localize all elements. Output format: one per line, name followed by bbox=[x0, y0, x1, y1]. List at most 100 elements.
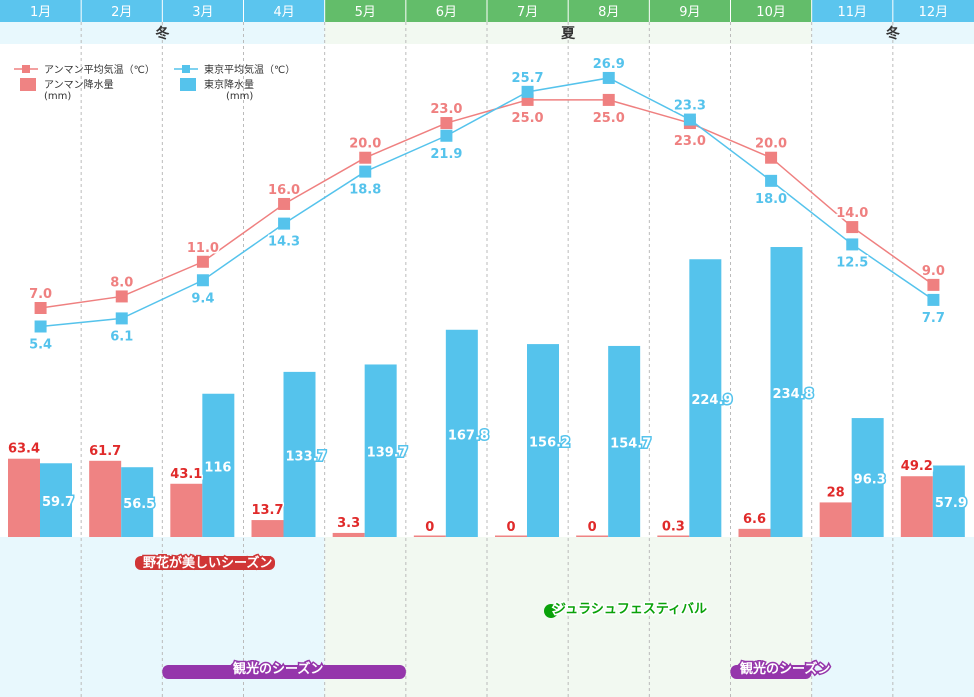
bar-label-tokyo: 156.2 bbox=[529, 436, 570, 451]
temp-point bbox=[115, 312, 128, 325]
bar-tokyo bbox=[40, 463, 72, 537]
month-header: 1月 bbox=[30, 5, 51, 20]
month-header: 6月 bbox=[436, 5, 457, 20]
bar-label-tokyo: 96.3 bbox=[854, 473, 886, 488]
temp-point bbox=[846, 238, 859, 251]
temp-label: 18.0 bbox=[755, 192, 787, 207]
temp-label: 23.0 bbox=[430, 102, 462, 117]
bar-tokyo bbox=[364, 364, 397, 537]
bar-anman bbox=[8, 458, 40, 537]
event-bar bbox=[730, 665, 812, 679]
legend-marker bbox=[182, 65, 190, 73]
legend-unit: (mm) bbox=[226, 91, 253, 102]
plot-area bbox=[0, 44, 974, 537]
bar-anman bbox=[251, 520, 284, 537]
month-header-bg bbox=[0, 0, 82, 22]
month-header-bg bbox=[324, 0, 406, 22]
bar-tokyo bbox=[689, 259, 722, 537]
temp-label: 20.0 bbox=[349, 137, 381, 152]
season-label: 夏 bbox=[561, 25, 576, 42]
legend-label: 東京平均気温（℃） bbox=[204, 63, 295, 76]
month-header-bg bbox=[487, 0, 569, 22]
temp-label: 7.7 bbox=[922, 311, 945, 326]
bar-label-tokyo: 56.5 bbox=[123, 497, 155, 512]
temp-label: 14.0 bbox=[836, 206, 868, 221]
month-header-bg bbox=[243, 0, 325, 22]
month-header: 10月 bbox=[756, 5, 786, 20]
event-label: 観光のシーズン bbox=[739, 661, 830, 677]
month-header: 8月 bbox=[598, 5, 619, 20]
temp-label: 20.0 bbox=[755, 137, 787, 152]
temp-point bbox=[521, 85, 534, 98]
temp-point bbox=[34, 320, 47, 333]
temp-label: 25.0 bbox=[512, 111, 544, 126]
month-header: 7月 bbox=[517, 5, 538, 20]
bar-anman bbox=[900, 476, 933, 537]
bar-anman bbox=[332, 532, 365, 537]
legend-swatch bbox=[20, 78, 36, 91]
event-label: ジュラシュフェスティバル bbox=[553, 602, 707, 617]
temp-label: 25.0 bbox=[593, 111, 625, 126]
temp-line bbox=[40, 99, 934, 309]
temp-label: 5.4 bbox=[29, 337, 52, 352]
event-label: 観光のシーズン bbox=[232, 661, 323, 677]
bar-label-tokyo: 224.9 bbox=[691, 393, 732, 408]
month-header: 5月 bbox=[355, 5, 376, 20]
temp-point bbox=[278, 217, 291, 230]
legend-label: 東京降水量 bbox=[204, 78, 254, 91]
bar-label-tokyo: 167.8 bbox=[448, 428, 489, 443]
temp-point bbox=[440, 129, 453, 142]
bar-tokyo bbox=[608, 345, 641, 537]
temp-point bbox=[846, 221, 859, 234]
month-header: 2月 bbox=[111, 5, 132, 20]
month-header-bg bbox=[568, 0, 650, 22]
season-label: 冬 bbox=[886, 25, 900, 42]
temp-line bbox=[40, 77, 934, 328]
event-marker bbox=[544, 604, 558, 618]
temp-label: 9.4 bbox=[191, 291, 214, 306]
bar-tokyo bbox=[121, 467, 154, 537]
bar-label-anman: 28 bbox=[827, 485, 845, 500]
month-header-bg bbox=[162, 0, 244, 22]
temp-label: 7.0 bbox=[29, 287, 52, 302]
month-header: 12月 bbox=[919, 5, 949, 20]
temp-label: 6.1 bbox=[110, 329, 133, 344]
temp-point bbox=[34, 302, 47, 314]
temp-point bbox=[765, 174, 778, 187]
bar-tokyo bbox=[527, 344, 559, 537]
temp-point bbox=[115, 290, 128, 303]
bar-anman bbox=[738, 528, 771, 537]
bar-anman bbox=[576, 535, 609, 537]
bar-label-tokyo: 59.7 bbox=[42, 495, 74, 510]
bar-label-anman: 0 bbox=[588, 520, 597, 535]
bar-tokyo bbox=[283, 371, 316, 537]
bar-anman bbox=[495, 535, 527, 537]
bar-tokyo bbox=[851, 418, 884, 537]
bar-label-anman: 0.3 bbox=[662, 520, 685, 535]
temp-point bbox=[359, 165, 372, 178]
bar-label-anman: 63.4 bbox=[8, 442, 40, 457]
season-label: 冬 bbox=[155, 25, 169, 42]
event-bar bbox=[162, 665, 406, 679]
temp-point bbox=[927, 278, 940, 291]
temp-point bbox=[765, 151, 778, 164]
temp-label: 23.3 bbox=[674, 99, 706, 114]
legend-marker bbox=[22, 65, 30, 73]
month-header-bg bbox=[730, 0, 812, 22]
bar-label-anman: 0 bbox=[425, 520, 434, 535]
temp-point bbox=[196, 274, 209, 287]
bar-tokyo bbox=[932, 465, 965, 537]
month-header: 4月 bbox=[273, 5, 294, 20]
bar-label-tokyo: 234.8 bbox=[773, 387, 814, 402]
temp-point bbox=[196, 255, 209, 268]
bar-label-tokyo: 133.7 bbox=[286, 449, 327, 464]
legend-swatch bbox=[180, 78, 196, 91]
bar-tokyo bbox=[202, 393, 235, 537]
month-header-bg bbox=[405, 0, 487, 22]
month-header-bg bbox=[649, 0, 731, 22]
bar-anman bbox=[413, 535, 446, 537]
bar-label-anman: 3.3 bbox=[337, 516, 360, 531]
bar-label-anman: 49.2 bbox=[901, 459, 933, 474]
temp-point bbox=[359, 151, 372, 164]
